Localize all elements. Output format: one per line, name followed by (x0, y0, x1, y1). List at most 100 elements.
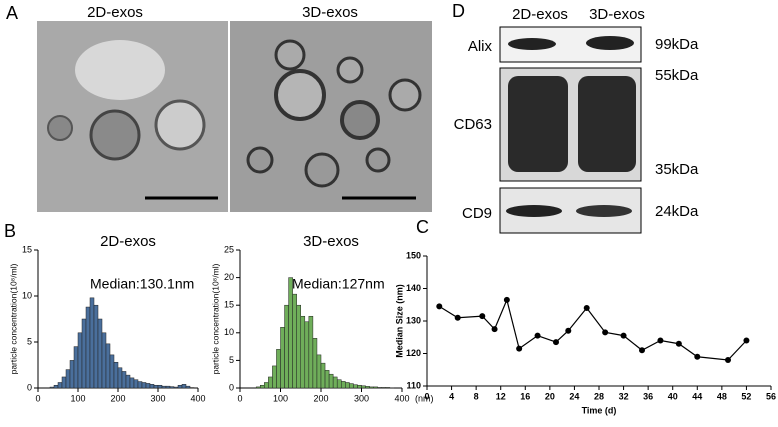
histogram-bar (114, 362, 118, 388)
x-tick-label: 400 (394, 393, 409, 403)
data-point (436, 303, 442, 309)
histogram-bar (150, 384, 154, 388)
x-tick-label: 100 (273, 393, 288, 403)
data-point (565, 328, 571, 334)
y-tick-label: 5 (229, 355, 234, 365)
histogram-bar (264, 382, 268, 388)
histogram-bar (94, 305, 98, 388)
panel-label: C (416, 217, 429, 237)
histogram-bar (110, 355, 114, 388)
line (439, 300, 746, 360)
data-point (725, 357, 731, 363)
histogram-bar (142, 382, 146, 388)
histogram-bar (70, 360, 74, 388)
molecular-weight: 35kDa (655, 161, 699, 178)
x-tick-label: 300 (354, 393, 369, 403)
histogram-bar (309, 316, 313, 388)
histogram-bar (74, 347, 78, 388)
data-point (743, 338, 749, 344)
y-tick-label: 15 (22, 244, 32, 254)
data-point (535, 333, 541, 339)
histogram-bar (256, 387, 260, 388)
y-tick-label: 130 (406, 315, 421, 325)
histogram-bar (54, 385, 58, 388)
histogram-bar (374, 387, 378, 388)
histogram-bar (362, 386, 366, 388)
histogram-bar (130, 378, 134, 388)
data-point (676, 341, 682, 347)
data-point (504, 297, 510, 303)
histogram-bar (154, 385, 158, 388)
y-tick-label: 120 (406, 348, 421, 358)
x-tick-label: 48 (717, 391, 727, 401)
histogram-bar (126, 375, 130, 388)
data-point (492, 326, 498, 332)
molecular-weight: 24kDa (655, 203, 699, 220)
histogram-bar (178, 385, 182, 388)
histogram-bar (313, 338, 317, 388)
histogram-bar (82, 319, 86, 388)
histogram-bar (66, 370, 70, 388)
x-tick-label: 0 (237, 393, 242, 403)
x-tick-label: 4 (449, 391, 454, 401)
x-tick-label: 52 (741, 391, 751, 401)
x-tick-label: 16 (520, 391, 530, 401)
histogram-bar (289, 278, 293, 388)
x-tick-label: 24 (569, 391, 579, 401)
histogram-bar (382, 387, 386, 388)
data-point (584, 305, 590, 311)
molecular-weight: 55kDa (655, 67, 699, 84)
y-tick-label: 140 (406, 283, 421, 293)
histogram-bar (182, 384, 186, 388)
x-tick-label: 8 (474, 391, 479, 401)
histogram-bar (186, 386, 190, 388)
histogram-bar (122, 371, 126, 388)
x-tick-label: 0 (424, 391, 429, 401)
data-point (621, 333, 627, 339)
molecular-weight: 99kDa (655, 36, 699, 53)
histogram-bar (106, 344, 110, 388)
chart-title: 3D-exos (303, 233, 359, 250)
histogram-bar (90, 298, 94, 388)
y-tick-label: 10 (224, 327, 234, 337)
y-axis-label: particle concentration(10⁸/ml) (8, 263, 18, 374)
histogram-bar (174, 387, 178, 388)
blot-row-label: CD9 (462, 205, 492, 222)
histogram-bar (353, 385, 357, 388)
histogram-bar (386, 387, 390, 388)
panel-label: B (4, 221, 16, 241)
annotation: Median:130.1nm (90, 276, 194, 292)
histogram-bar (317, 355, 321, 388)
histogram-bar (329, 374, 333, 388)
data-point (657, 338, 663, 344)
histogram-bar (370, 387, 374, 388)
x-tick-label: 200 (110, 393, 125, 403)
histogram-bar (325, 370, 329, 388)
y-tick-label: 5 (27, 336, 32, 346)
histogram-bar (333, 377, 337, 388)
x-tick-label: 200 (313, 393, 328, 403)
data-point (516, 346, 522, 352)
image-title: 3D-exos (302, 4, 358, 21)
x-tick-label: 12 (496, 391, 506, 401)
histogram-bar (301, 316, 305, 388)
histogram-bar (341, 381, 345, 388)
x-tick-label: 36 (643, 391, 653, 401)
x-tick-label: 44 (692, 391, 702, 401)
histogram-bar (378, 387, 382, 388)
blot-row-label: CD63 (454, 116, 492, 133)
blot-row-label: Alix (468, 38, 493, 55)
y-tick-label: 20 (224, 272, 234, 282)
y-tick-label: 0 (229, 382, 234, 392)
histogram-bar (272, 366, 276, 388)
histogram-bar (138, 382, 142, 388)
x-tick-label: 400 (190, 393, 205, 403)
histogram-bar (285, 305, 289, 388)
histogram-bar (349, 384, 353, 388)
x-tick-label: 32 (619, 391, 629, 401)
y-tick-label: 25 (224, 244, 234, 254)
data-point (553, 339, 559, 345)
histogram-bar (162, 386, 166, 388)
x-tick-label: 300 (150, 393, 165, 403)
